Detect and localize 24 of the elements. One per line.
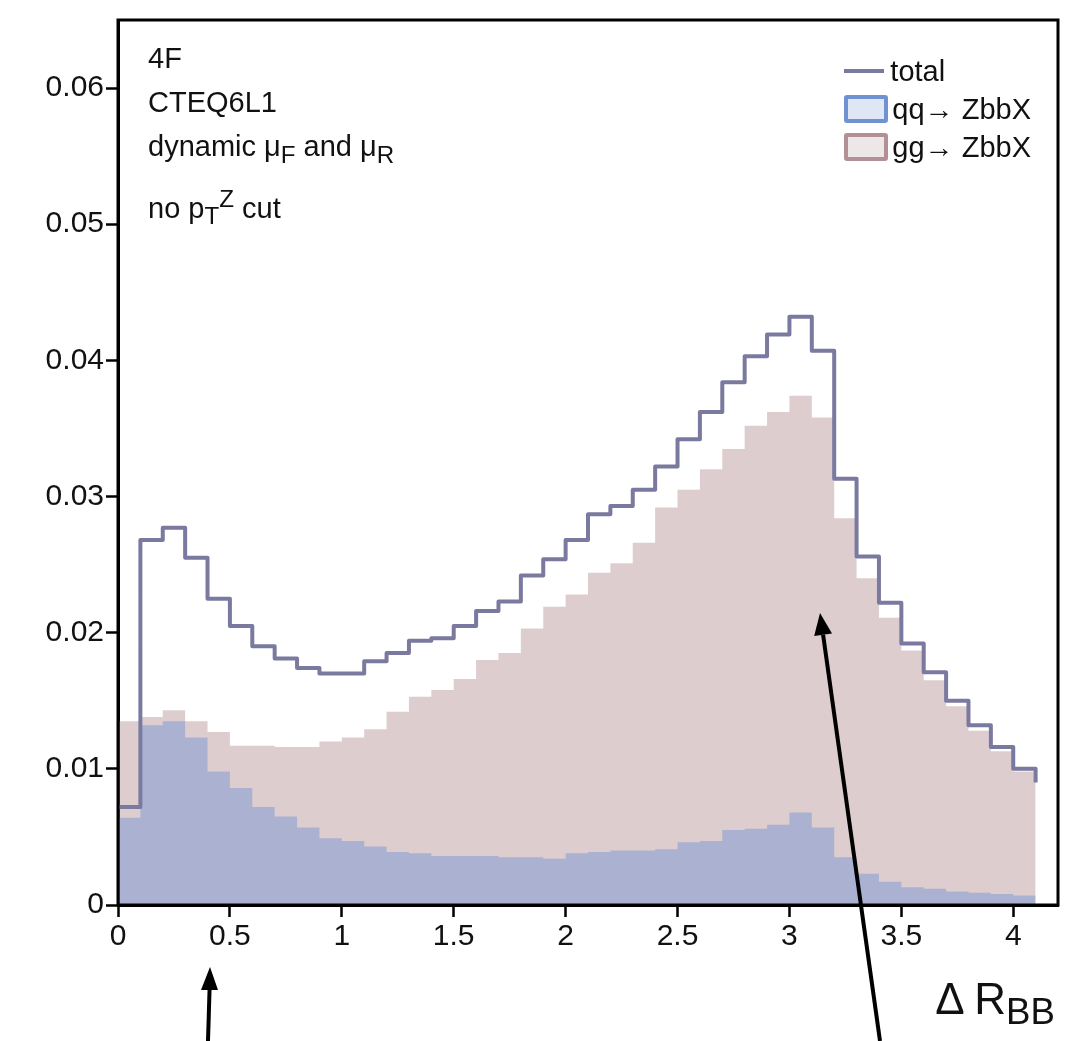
x-tick-label: 3.5 bbox=[880, 918, 923, 952]
x-axis-title: Δ R$_{BB}$ bbox=[935, 974, 1055, 1033]
x-tick-label: 3 bbox=[781, 918, 798, 952]
annotation: no p$_{T}$$^{Z}$ cut bbox=[148, 183, 282, 232]
y-tick-label: 0.06 bbox=[45, 69, 104, 103]
y-tick-label: 0.01 bbox=[45, 750, 104, 784]
y-tick-label: 0.04 bbox=[45, 341, 104, 375]
legend-label: total bbox=[890, 54, 946, 88]
x-tick-label: 1 bbox=[333, 918, 351, 952]
y-tick-label: 0 bbox=[87, 886, 104, 920]
y-tick-label: 0.02 bbox=[45, 613, 104, 647]
x-tick-label: 2 bbox=[557, 918, 574, 952]
annotation: dynamic μ$_{F}$ and μ$_{R}$ bbox=[148, 129, 395, 170]
legend-label: gg→ ZbbX bbox=[892, 130, 1031, 164]
x-tick-label: 0 bbox=[109, 918, 127, 952]
x-tick-label: 1.5 bbox=[432, 918, 475, 952]
x-tick-label: 2.5 bbox=[656, 918, 699, 952]
y-tick-label: 0.05 bbox=[45, 205, 104, 239]
y-tick-label: 0.03 bbox=[45, 477, 104, 511]
x-tick-label: 4 bbox=[1004, 918, 1022, 952]
legend-label: qq→ ZbbX bbox=[892, 92, 1031, 126]
annotation: 4F bbox=[148, 41, 183, 76]
x-tick-label: 0.5 bbox=[209, 918, 251, 952]
annotation: CTEQ6L1 bbox=[148, 85, 278, 120]
